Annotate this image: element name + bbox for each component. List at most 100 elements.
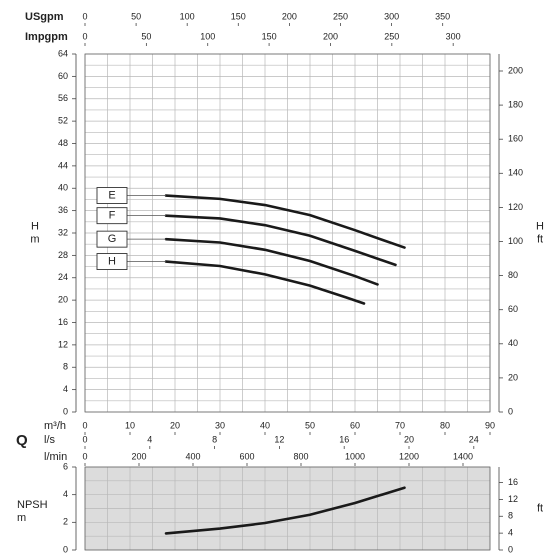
x-tick-label: 12 — [274, 434, 284, 444]
x-tick-label: 0 — [82, 11, 87, 21]
x-tick-label: 30 — [215, 420, 225, 430]
q-label: Q — [16, 432, 28, 449]
x-tick-label: 300 — [446, 31, 461, 41]
x-tick-label: 10 — [125, 420, 135, 430]
curve-label: E — [108, 189, 115, 201]
x-tick-label: 20 — [404, 434, 414, 444]
x-tick-label: 20 — [170, 420, 180, 430]
curve — [164, 237, 379, 286]
x-tick-label: 24 — [469, 434, 479, 444]
curve-label-box — [96, 187, 128, 204]
y2-tick-label: 60 — [508, 304, 518, 314]
y2-tick-label: 140 — [508, 168, 523, 178]
x-tick-label: 0 — [82, 31, 87, 41]
x-tick-label: 50 — [141, 31, 151, 41]
y-tick-label: 28 — [58, 250, 68, 260]
x-tick-label: 50 — [131, 11, 141, 21]
curve-label: F — [109, 210, 116, 222]
plot-frame — [84, 466, 491, 551]
y-tick-label: 56 — [58, 93, 68, 103]
y-tick-label: 0 — [63, 406, 68, 416]
x-tick-label: 80 — [440, 420, 450, 430]
y-tick-label: 2 — [63, 517, 68, 527]
y-tick-label: 24 — [58, 272, 68, 282]
curve — [164, 486, 406, 535]
x-tick-label: 350 — [435, 11, 450, 21]
x-axis-name: Impgpm — [25, 31, 68, 43]
y-tick-label: 16 — [58, 317, 68, 327]
x-axis-name: l/min — [44, 451, 67, 463]
y-tick-label: 64 — [58, 48, 68, 58]
x-tick-label: 1000 — [345, 451, 365, 461]
curve-label-box — [96, 253, 128, 270]
curve-label: G — [108, 233, 117, 245]
x-tick-label: 0 — [82, 434, 87, 444]
x-tick-label: 200 — [323, 31, 338, 41]
y2-tick-label: 20 — [508, 372, 518, 382]
x-axis-name: l/s — [44, 434, 56, 446]
plot-frame — [84, 53, 491, 413]
curve-label-box — [96, 207, 128, 225]
y-tick-label: 20 — [58, 295, 68, 305]
curve — [164, 214, 397, 267]
x-tick-label: 90 — [485, 420, 495, 430]
x-tick-label: 800 — [293, 451, 308, 461]
curve — [164, 260, 366, 305]
y-axis-label: m — [30, 233, 39, 245]
x-tick-label: 400 — [185, 451, 200, 461]
x-tick-label: 16 — [339, 434, 349, 444]
x-tick-label: 4 — [147, 434, 152, 444]
x-tick-label: 60 — [350, 420, 360, 430]
y2-tick-label: 180 — [508, 99, 523, 109]
y-tick-label: 44 — [58, 160, 68, 170]
y-tick-label: 40 — [58, 183, 68, 193]
y2-tick-label: 4 — [508, 528, 513, 538]
x-tick-label: 1400 — [453, 451, 473, 461]
y2-tick-label: 8 — [508, 511, 513, 521]
y2-tick-label: 40 — [508, 338, 518, 348]
x-tick-label: 250 — [333, 11, 348, 21]
y2-tick-label: 200 — [508, 65, 523, 75]
x-tick-label: 250 — [384, 31, 399, 41]
y-tick-label: 0 — [63, 544, 68, 554]
y-tick-label: 52 — [58, 116, 68, 126]
x-tick-label: 50 — [305, 420, 315, 430]
y2-tick-label: 120 — [508, 202, 523, 212]
y-axis-label: H — [31, 220, 39, 232]
x-tick-label: 300 — [384, 11, 399, 21]
x-tick-label: 200 — [282, 11, 297, 21]
y-tick-label: 4 — [63, 384, 68, 394]
y2-tick-label: 16 — [508, 477, 518, 487]
y2-axis-label: ft — [537, 502, 543, 514]
curve — [164, 194, 406, 249]
y-tick-label: 12 — [58, 339, 68, 349]
y-tick-label: 36 — [58, 205, 68, 215]
x-tick-label: 150 — [231, 11, 246, 21]
x-tick-label: 8 — [212, 434, 217, 444]
x-tick-label: 0 — [82, 451, 87, 461]
y2-tick-label: 160 — [508, 134, 523, 144]
y2-tick-label: 80 — [508, 270, 518, 280]
x-tick-label: 200 — [131, 451, 146, 461]
y-tick-label: 6 — [63, 461, 68, 471]
y-tick-label: 48 — [58, 138, 68, 148]
y-axis-label: m — [17, 512, 26, 524]
x-tick-label: 600 — [239, 451, 254, 461]
y-tick-label: 60 — [58, 71, 68, 81]
y-tick-label: 8 — [63, 362, 68, 372]
x-tick-label: 70 — [395, 420, 405, 430]
y-tick-label: 32 — [58, 227, 68, 237]
x-tick-label: 150 — [262, 31, 277, 41]
x-tick-label: 0 — [82, 420, 87, 430]
x-tick-label: 100 — [200, 31, 215, 41]
y2-tick-label: 0 — [508, 544, 513, 554]
y-tick-label: 4 — [63, 489, 68, 499]
y2-tick-label: 0 — [508, 406, 513, 416]
x-tick-label: 100 — [180, 11, 195, 21]
y2-axis-label: ft — [537, 233, 543, 245]
x-axis-name: m³/h — [44, 420, 66, 432]
y2-tick-label: 100 — [508, 236, 523, 246]
x-tick-label: 40 — [260, 420, 270, 430]
curve-label: H — [108, 255, 116, 267]
